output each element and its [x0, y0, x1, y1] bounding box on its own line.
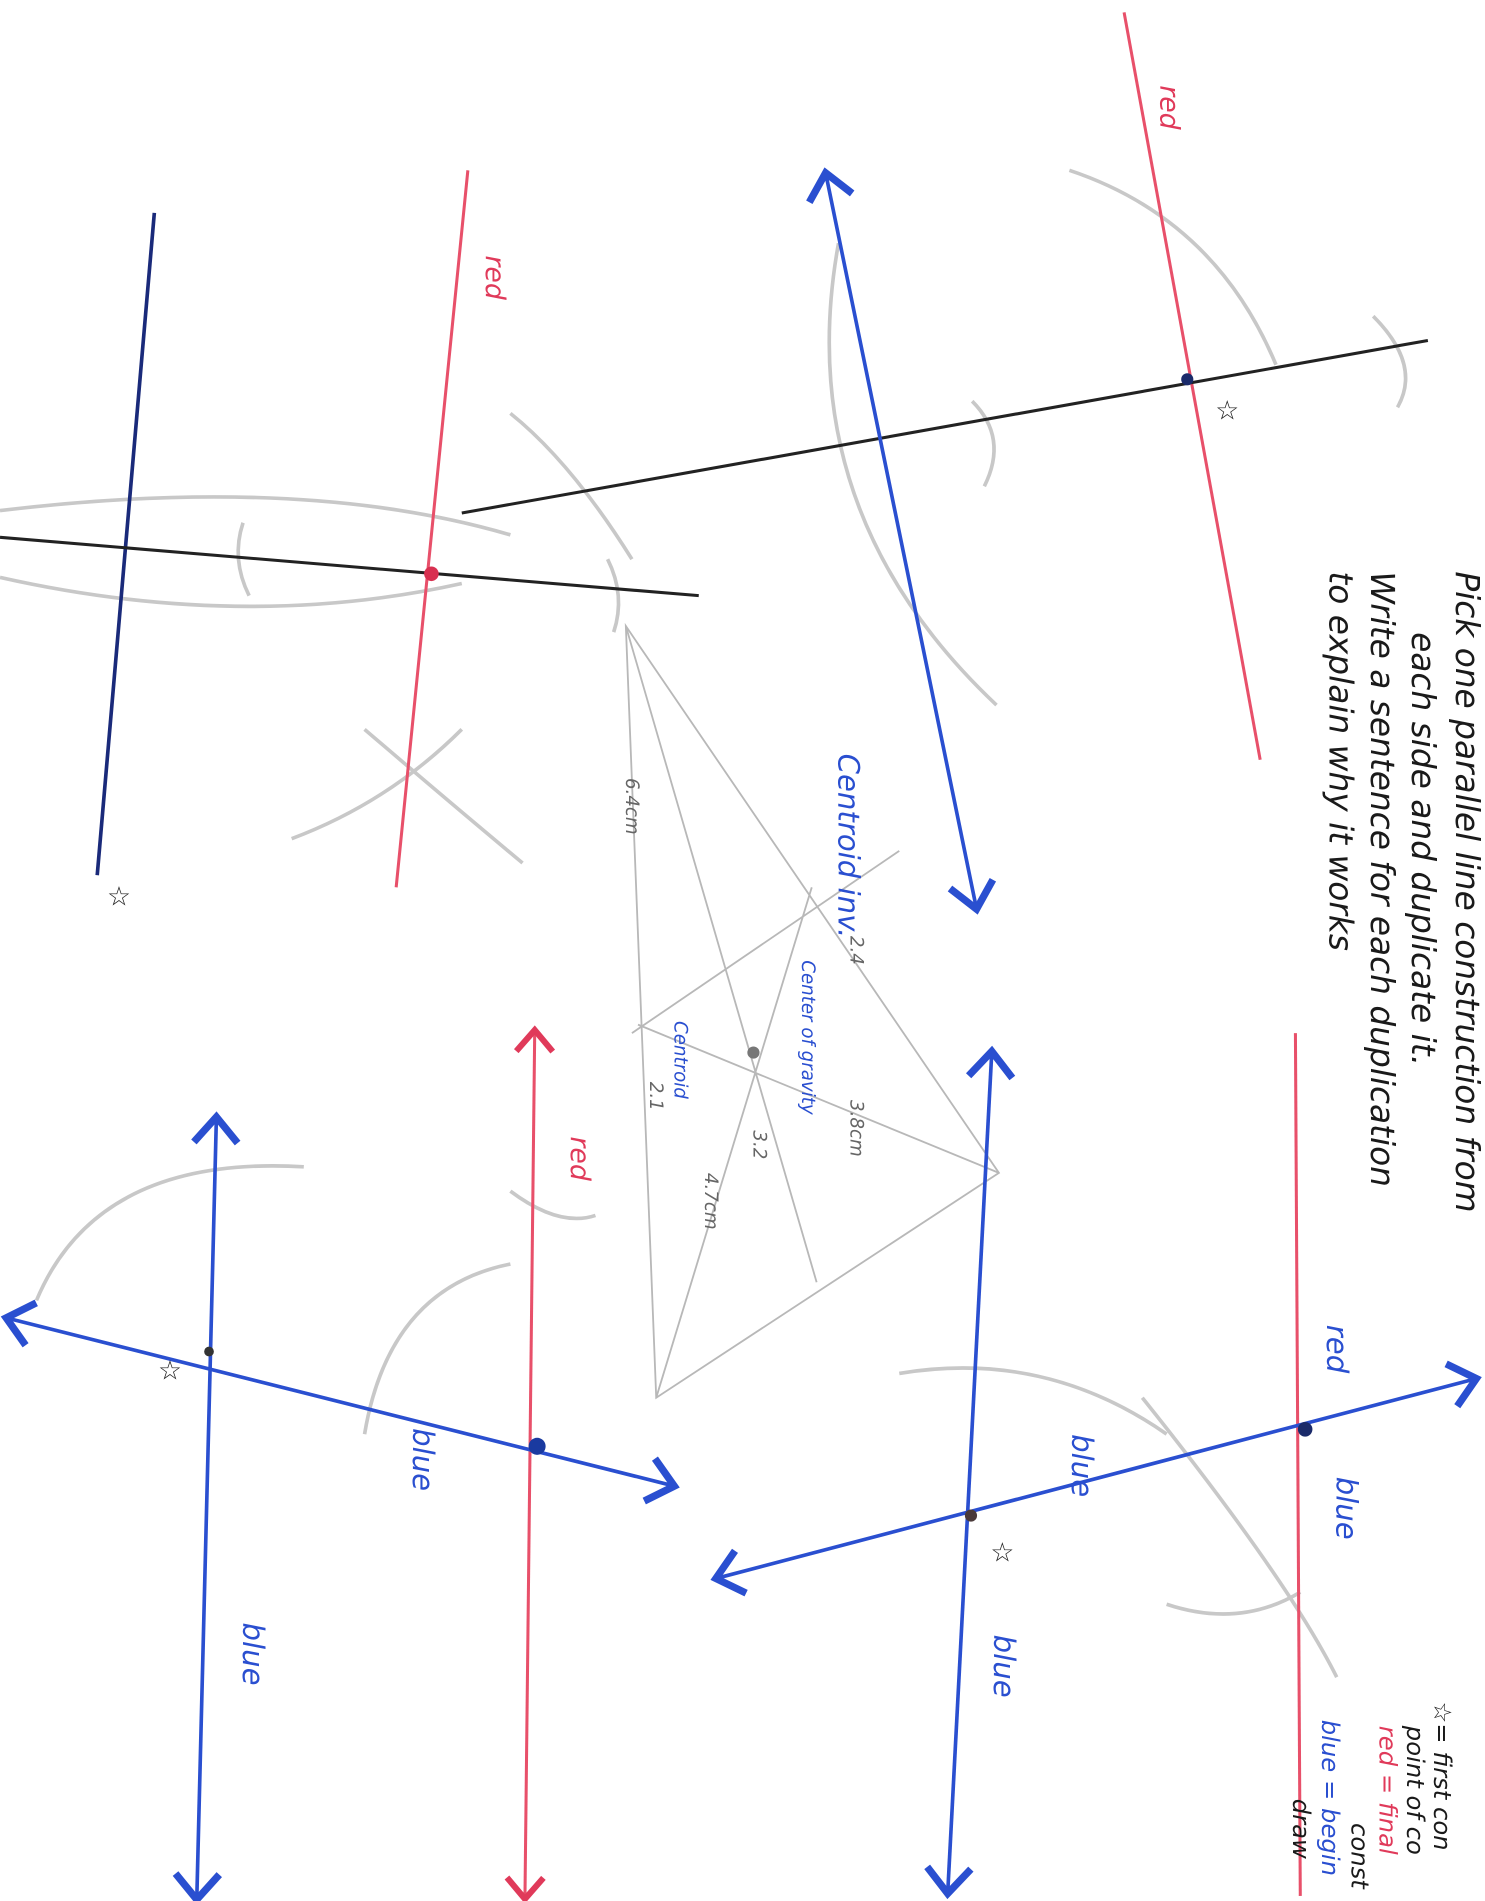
legend: ☆= first con point of co red = final con…: [1287, 1702, 1457, 1891]
measure: 2.4: [846, 936, 867, 965]
measure: 6.4cm: [621, 778, 642, 835]
red-line: [1124, 12, 1260, 759]
measure: 3.8cm: [846, 1100, 867, 1157]
worksheet: ☆ ☆ ☆ ☆ Pick one parallel line construct…: [0, 0, 1485, 1901]
legend-line: ☆= first con: [1428, 1702, 1457, 1851]
instruction-line: Pick one parallel line construction from: [1448, 571, 1485, 1212]
star: ☆: [107, 882, 131, 913]
triangle-label: Centroid: [669, 1021, 690, 1099]
measure: 2.1: [645, 1082, 666, 1111]
point: [424, 566, 439, 581]
label: red: [479, 255, 510, 300]
triangle-title: Centroid inv.: [832, 754, 866, 939]
instruction-line: Write a sentence for each duplication: [1363, 571, 1401, 1187]
measure: 3.2: [748, 1130, 769, 1159]
star: ☆: [158, 1355, 182, 1386]
label: blue: [987, 1635, 1021, 1698]
blue-line: [10, 1319, 671, 1485]
label: red: [1154, 85, 1185, 130]
blue-line: [197, 1121, 216, 1896]
instruction-line: each side and duplicate it.: [1404, 632, 1442, 1066]
red-line: [525, 1033, 535, 1896]
label: red: [564, 1136, 595, 1181]
legend-line: blue = begin: [1316, 1720, 1345, 1876]
triangle-label: Center of gravity: [797, 960, 818, 1115]
point: [965, 1510, 977, 1522]
label: blue: [1065, 1434, 1099, 1497]
blue-line: [948, 1055, 992, 1890]
label: blue: [406, 1428, 440, 1491]
legend-line: const: [1345, 1823, 1374, 1890]
legend-line: point of co: [1401, 1725, 1430, 1855]
star: ☆: [1215, 395, 1239, 426]
instructions: Pick one parallel line construction from…: [1321, 571, 1485, 1212]
red-line: [396, 170, 468, 887]
transversal: [0, 537, 699, 595]
label: red: [1320, 1325, 1354, 1374]
label: blue: [1330, 1477, 1364, 1540]
transversal: [462, 340, 1428, 513]
legend-line: draw: [1287, 1799, 1316, 1859]
point: [1181, 373, 1193, 385]
red-line: [1295, 1033, 1300, 1896]
point: [529, 1438, 546, 1455]
blue-line: [97, 213, 154, 875]
measure: 4.7cm: [700, 1173, 721, 1230]
instruction-line: to explain why it works: [1321, 571, 1359, 951]
legend-line: red = final: [1373, 1726, 1402, 1855]
point: [1298, 1422, 1313, 1437]
point: [204, 1347, 214, 1357]
label: blue: [236, 1623, 270, 1686]
star: ☆: [990, 1538, 1014, 1569]
